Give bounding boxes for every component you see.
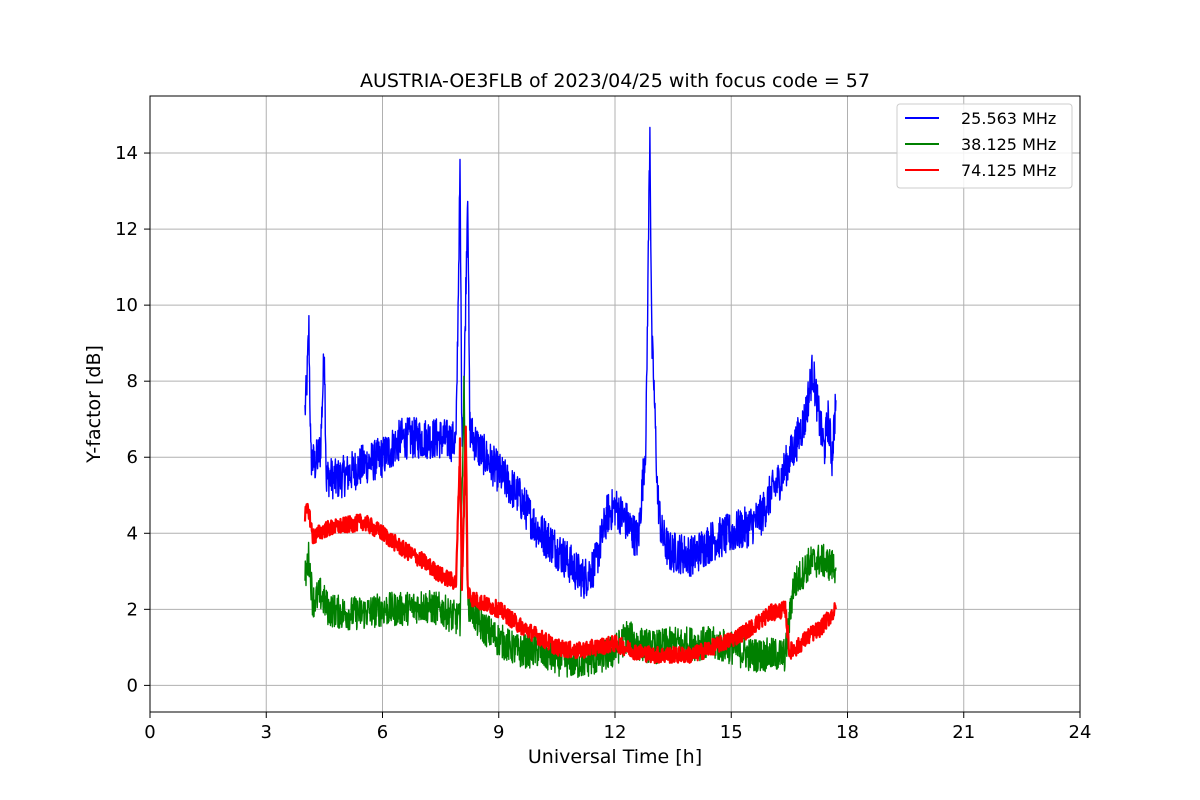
legend-entry: 74.125 MHz (961, 161, 1056, 180)
x-tick-label: 9 (493, 722, 504, 743)
y-tick-label: 10 (115, 295, 138, 316)
x-axis: 0 3 6 9 12 15 18 21 24 (144, 712, 1091, 743)
y-tick-label: 6 (127, 447, 138, 468)
x-tick-label: 12 (604, 722, 627, 743)
legend-entry: 38.125 MHz (961, 135, 1056, 154)
y-tick-label: 14 (115, 143, 138, 164)
x-tick-label: 6 (377, 722, 388, 743)
x-axis-label: Universal Time [h] (528, 746, 702, 768)
grid (149, 96, 1081, 712)
plot-series (303, 126, 837, 679)
legend-entry: 25.563 MHz (961, 109, 1056, 128)
x-tick-label: 3 (261, 722, 272, 743)
series-line-3 (303, 425, 837, 665)
y-axis-label: Y-factor [dB] (83, 345, 105, 464)
y-tick-label: 12 (115, 219, 138, 240)
y-axis: 0 2 4 6 8 10 12 14 (115, 143, 150, 696)
x-tick-label: 21 (952, 722, 975, 743)
x-tick-label: 24 (1069, 722, 1092, 743)
chart-title: AUSTRIA-OE3FLB of 2023/04/25 with focus … (360, 70, 870, 92)
series-line-1 (304, 126, 837, 599)
y-tick-label: 8 (127, 371, 138, 392)
x-tick-label: 18 (836, 722, 859, 743)
y-tick-label: 2 (127, 599, 138, 620)
legend-box (896, 103, 1073, 189)
x-tick-label: 15 (720, 722, 743, 743)
y-tick-label: 0 (127, 675, 138, 696)
x-tick-label: 0 (144, 722, 155, 743)
legend: 25.563 MHz 38.125 MHz 74.125 MHz (896, 103, 1073, 189)
y-tick-label: 4 (127, 523, 138, 544)
